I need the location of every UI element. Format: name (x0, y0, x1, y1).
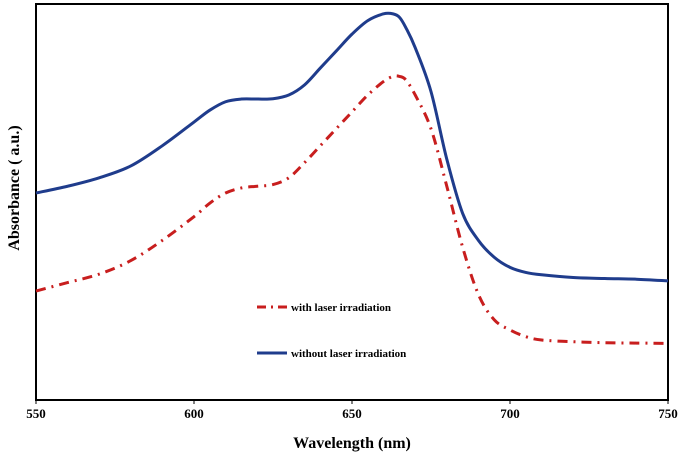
series-line-with-laser (35, 74, 669, 345)
legend: with laser irradiation without laser irr… (257, 302, 406, 360)
x-tick-label: 700 (500, 406, 520, 421)
legend-label-without-laser: without laser irradiation (291, 348, 406, 360)
x-ticks: 550 600 650 700 750 (26, 400, 678, 421)
y-axis-title: Absorbance ( a.u.) (6, 125, 23, 250)
x-tick-label: 750 (658, 406, 678, 421)
x-axis-title: Wavelength (nm) (293, 435, 411, 452)
plot-frame (35, 3, 669, 401)
x-tick-label: 600 (184, 406, 204, 421)
x-tick-label: 550 (26, 406, 46, 421)
legend-label-with-laser: with laser irradiation (291, 302, 391, 314)
x-tick-label: 650 (342, 406, 362, 421)
series-line-without-laser (35, 11, 669, 283)
series-layer (35, 11, 669, 345)
